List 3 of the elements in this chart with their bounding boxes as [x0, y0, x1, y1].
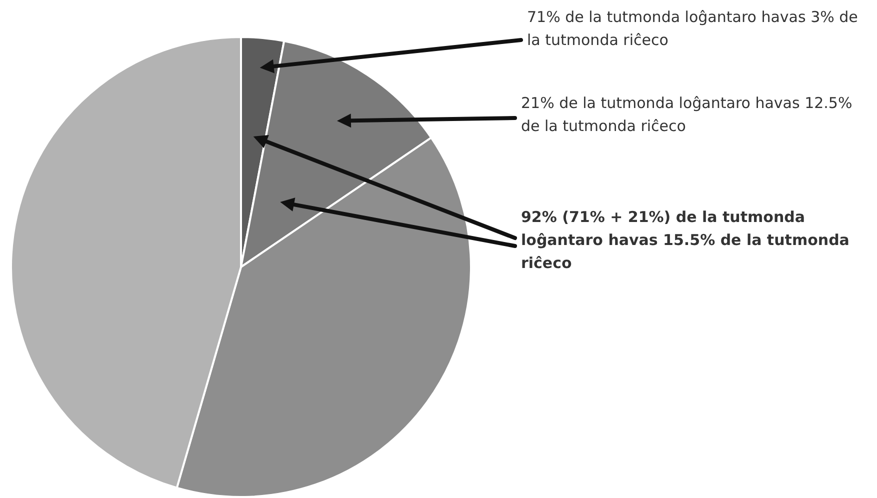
text: 92% (71% + 21%) de la tutmonda loĝantaro havas 15.5% de la tutmonda riĉeco	[521, 207, 850, 274]
text: 21% de la tutmonda loĝantaro havas 12.5% de la tutmonda riĉeco	[521, 93, 854, 137]
text: 71% de la tutmonda loĝantaro havas 3% de la tutmonda riĉeco	[527, 7, 859, 51]
